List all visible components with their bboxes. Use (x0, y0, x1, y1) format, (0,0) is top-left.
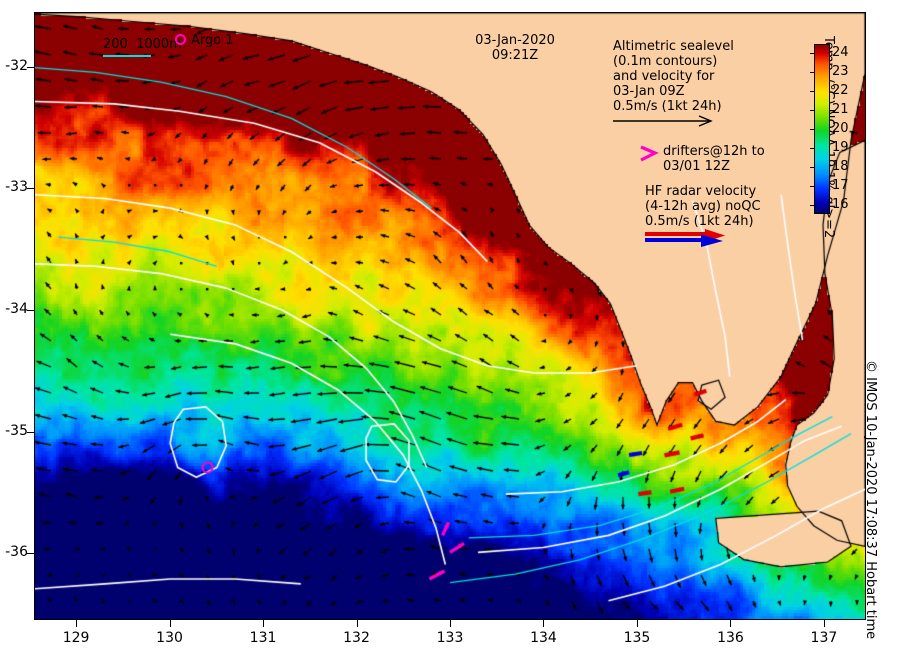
y-axis-tick (27, 188, 34, 190)
argo-legend: Argo 1 (175, 33, 234, 48)
x-axis-tick (730, 620, 732, 627)
drifters-line1: drifters@12h to (663, 144, 765, 159)
colorbar-tick (810, 53, 815, 55)
altimetry-legend-arrow-icon (613, 115, 713, 127)
timestamp-date: 03-Jan-2020 (475, 33, 555, 48)
colorbar-tick (810, 129, 815, 130)
colorbar-tick (810, 72, 815, 74)
colorbar-tick-label: 16 (832, 196, 849, 212)
hf-line1: HF radar velocity (645, 184, 757, 199)
altimetry-line3: and velocity for (613, 69, 715, 84)
x-axis-label: 137 (810, 630, 838, 646)
colorbar-tick (810, 166, 815, 168)
isobath-scale-line (103, 55, 151, 57)
depth-200-label: 200 (103, 37, 128, 52)
y-axis-tick (27, 309, 34, 311)
depth-scale-key: 200 1000m (103, 37, 182, 52)
x-axis-label: 129 (62, 630, 90, 646)
altimetry-line5: 0.5m/s (1kt 24h) (613, 99, 722, 114)
hf-line3: 0.5m/s (1kt 24h) (645, 214, 754, 229)
depth-1000-label: 1000m (136, 37, 182, 52)
x-axis-tick (169, 620, 171, 627)
y-axis-label: -36 (5, 544, 28, 561)
altimetry-line4: 03-Jan 09Z (613, 84, 685, 99)
colorbar-tick-label: 21 (832, 102, 849, 118)
x-axis-label: 130 (156, 630, 183, 646)
x-axis-label: 131 (249, 630, 277, 646)
map-panel[interactable]: 200 1000m Argo 1 03-Jan-2020 09:21Z Altim… (34, 12, 866, 620)
argo-marker-icon (175, 34, 186, 45)
x-axis-tick (636, 620, 638, 627)
y-axis-label: -35 (5, 422, 28, 439)
colorbar-tick-label: 22 (832, 83, 849, 99)
x-axis-label: 132 (343, 630, 370, 646)
colorbar-tick (810, 185, 815, 187)
altimetry-line1: Altimetric sealevel (613, 39, 734, 54)
x-axis-tick (263, 620, 265, 627)
credit-text: © IMOS 10-Jan-2020 17:08:37 Hobart time (863, 360, 878, 640)
colorbar-tick-label: 17 (832, 177, 849, 193)
altimetry-line2: (0.1m contours) (613, 54, 718, 69)
x-axis-label: 133 (436, 630, 464, 646)
drifters-legend: drifters@12h to 03/01 12Z (663, 144, 765, 174)
x-axis-tick (450, 620, 451, 627)
x-axis-tick (356, 620, 358, 627)
hf-line2: (4-12h avg) noQC (645, 199, 761, 214)
colorbar-tick-label: 20 (832, 121, 849, 136)
colorbar-gradient (814, 44, 830, 214)
x-axis-label: 136 (717, 630, 744, 646)
y-axis-tick (27, 66, 34, 68)
colorbar-tick-label: 18 (832, 158, 849, 174)
x-axis-tick (76, 620, 78, 627)
x-axis-tick (543, 620, 545, 627)
y-axis-label: -33 (5, 179, 28, 196)
colorbar-tick-label: 23 (832, 64, 849, 80)
y-axis-label: -32 (5, 57, 28, 74)
colorbar-tick (810, 204, 815, 206)
colorbar-tick-label: 24 (832, 45, 849, 61)
drifters-line2: 03/01 12Z (663, 159, 731, 174)
y-axis-label: -34 (5, 300, 28, 317)
y-axis-tick (27, 431, 34, 433)
colorbar-tick (810, 91, 815, 93)
colorbar-tick-label: 19 (832, 139, 849, 155)
x-axis-tick (823, 620, 825, 627)
colorbar-tick (810, 147, 815, 149)
colorbar-tick (810, 110, 815, 112)
x-axis-label: 135 (623, 630, 651, 646)
timestamp-time: 09:21Z (491, 48, 539, 63)
timestamp-block: 03-Jan-2020 09:21Z (460, 33, 570, 63)
colorbar: 16 17 18 19 20 21 22 23 24 (810, 44, 849, 214)
sst-heatmap-canvas (35, 13, 865, 619)
drifter-legend-arrow-icon (640, 145, 659, 162)
argo-legend-label: Argo 1 (191, 33, 234, 48)
x-axis-label: 134 (530, 630, 557, 646)
hf-radar-legend-arrow-icon (645, 229, 725, 247)
altimetry-legend: Altimetric sealevel (0.1m contours) and ve… (613, 39, 734, 114)
hf-radar-legend: HF radar velocity (4-12h avg) noQC 0.5m/s … (645, 184, 761, 229)
y-axis-tick (27, 553, 34, 555)
